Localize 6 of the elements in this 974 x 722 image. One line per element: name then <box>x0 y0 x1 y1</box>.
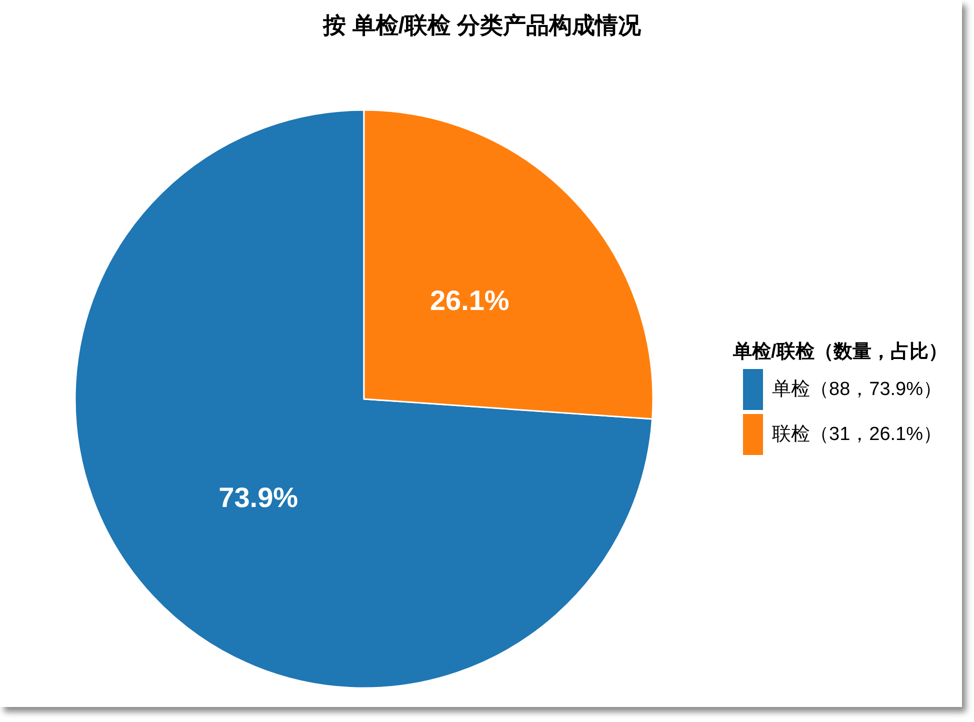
legend-title: 单检/联检（数量，占比） <box>733 342 948 362</box>
legend-label: 单检（88，73.9%） <box>772 379 942 400</box>
chart-title: 按 单检/联检 分类产品构成情况 <box>322 12 642 38</box>
data-label: 73.9% <box>218 482 298 514</box>
data-label: 26.1% <box>430 284 510 316</box>
legend-label: 联检（31，26.1%） <box>772 424 942 445</box>
